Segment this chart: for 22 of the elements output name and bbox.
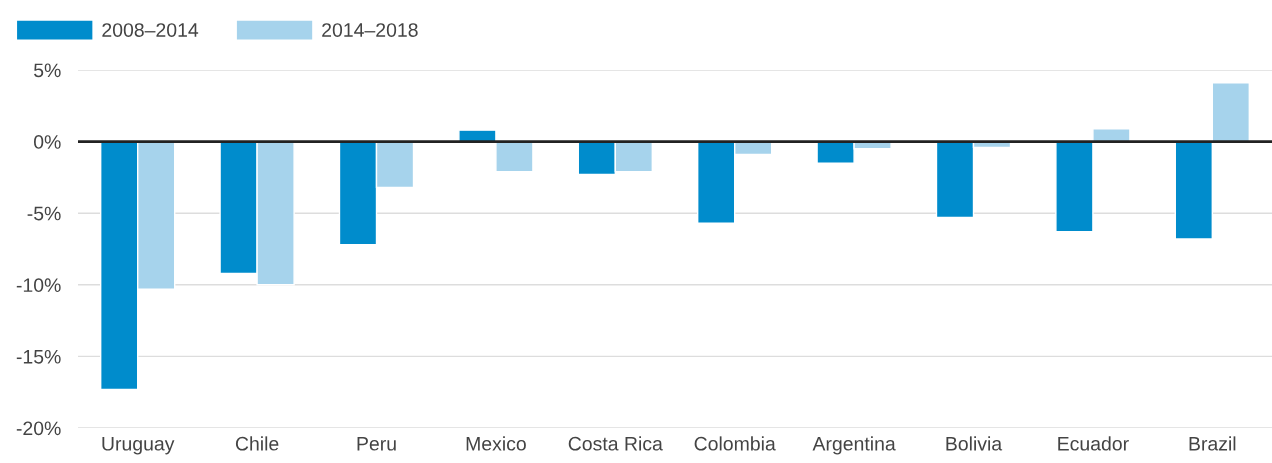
bar <box>1211 82 1251 143</box>
x-tick-label: Ecuador <box>1058 436 1129 451</box>
y-tick-label: -10% <box>16 278 61 293</box>
y-tick-label: -5% <box>27 206 61 221</box>
y-tick-label: -20% <box>16 421 61 436</box>
x-tick-label: Peru <box>357 437 396 451</box>
x-tick-label: Chile <box>235 436 279 451</box>
x-tick-label: Bolivia <box>946 436 1003 451</box>
bar <box>1055 140 1094 233</box>
x-tick-label: Costa Rica <box>568 436 663 451</box>
bar <box>495 140 534 173</box>
bar <box>1174 140 1213 240</box>
x-tick-label: Brazil <box>1189 436 1236 451</box>
y-tick-label: 5% <box>34 63 61 78</box>
y-tick-label: 0% <box>33 135 61 149</box>
x-tick-label: Uruguay <box>102 437 175 455</box>
x-tick-label: Mexico <box>466 436 526 451</box>
x-tick-label: Argentina <box>812 436 896 455</box>
legend-label: 2014–2018 <box>322 23 418 37</box>
x-tick-label: Colombia <box>694 436 776 451</box>
legend-label: 2008–2014 <box>102 23 199 37</box>
y-tick-label: -15% <box>16 349 61 364</box>
